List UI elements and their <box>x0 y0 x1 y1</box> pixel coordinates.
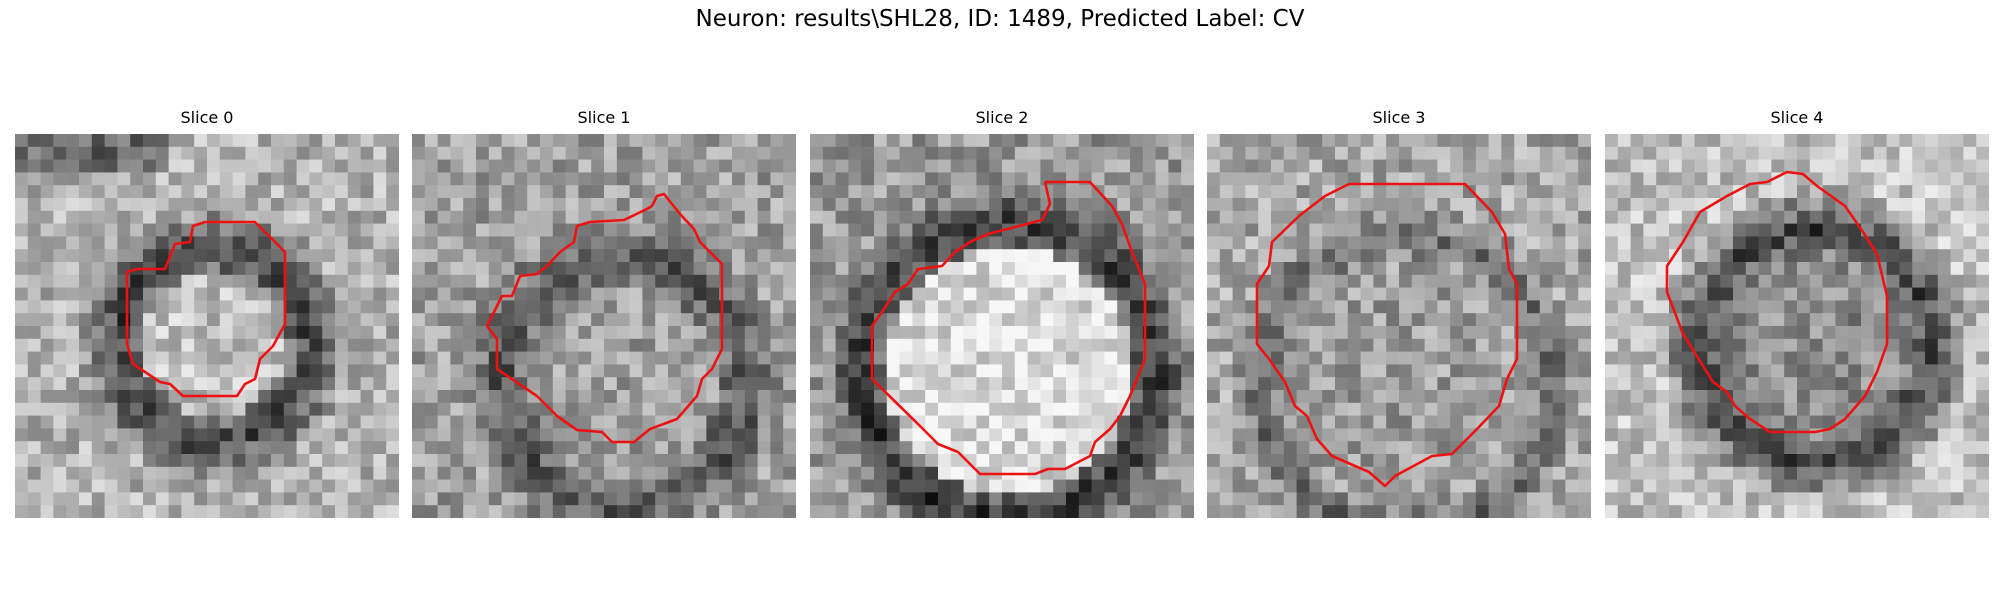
slice-title-3: Slice 3 <box>1372 108 1426 127</box>
slice-image-0 <box>15 134 399 518</box>
contour-4 <box>1665 170 1889 434</box>
slice-image-3 <box>1207 134 1591 518</box>
figure-title: Neuron: results\SHL28, ID: 1489, Predict… <box>695 6 1305 32</box>
contour-1 <box>485 192 724 444</box>
slice-image-2 <box>810 134 1194 518</box>
slice-title-1: Slice 1 <box>577 108 631 127</box>
contour-0 <box>125 220 287 398</box>
contour-2 <box>870 180 1147 476</box>
slice-title-0: Slice 0 <box>180 108 234 127</box>
slice-image-1 <box>412 134 796 518</box>
slice-image-4 <box>1605 134 1989 518</box>
contour-3 <box>1255 182 1519 488</box>
slice-title-2: Slice 2 <box>975 108 1029 127</box>
slice-title-4: Slice 4 <box>1770 108 1824 127</box>
